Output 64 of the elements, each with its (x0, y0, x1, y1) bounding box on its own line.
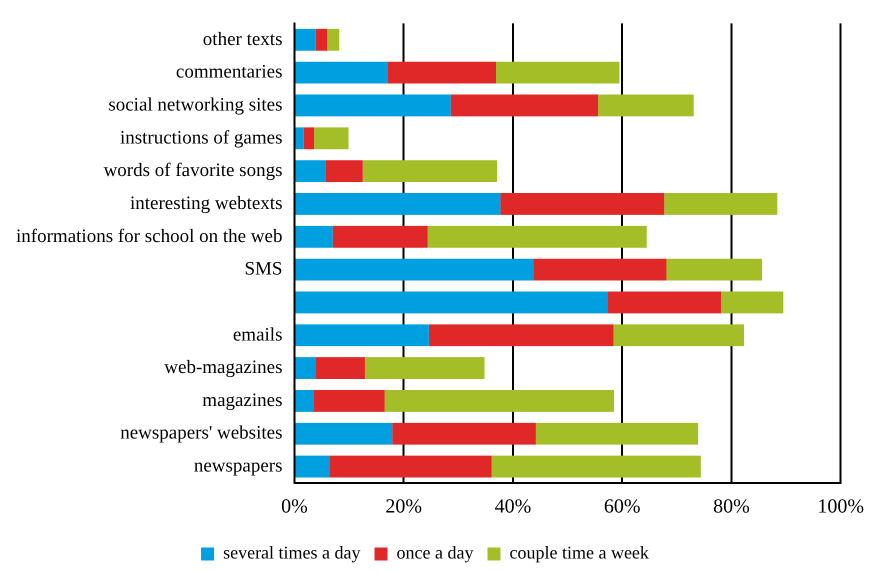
bar (384, 390, 614, 412)
y-tick-label: words of favorite songs (104, 160, 282, 182)
bar (492, 456, 701, 478)
bar (332, 226, 428, 248)
y-tick-label: other texts (202, 28, 282, 50)
bar (295, 258, 534, 281)
bar (295, 324, 429, 346)
bar (314, 390, 385, 412)
y-tick-label: newspapers' websites (120, 422, 282, 444)
bar (496, 62, 620, 84)
bar (326, 160, 363, 182)
bar (450, 94, 598, 116)
bar (295, 456, 330, 478)
bar (533, 258, 666, 281)
bar (295, 193, 500, 215)
bar (387, 62, 496, 84)
bar (327, 28, 340, 51)
bar (295, 390, 314, 412)
x-tick-label: 60% (604, 495, 641, 518)
y-tick-label: commentaries (176, 62, 282, 83)
bar (364, 357, 485, 380)
bar (666, 258, 762, 281)
y-tick-label: social networking sites (108, 94, 282, 116)
bar (608, 292, 722, 314)
legend-label: once a day (396, 542, 474, 563)
bar (721, 292, 784, 314)
legend-label: couple time a week (509, 542, 649, 563)
bar (598, 94, 694, 116)
y-tick-label: informations for school on the web (16, 226, 282, 247)
x-tick-label: 0% (281, 495, 308, 518)
x-tick-label: 100% (817, 495, 864, 518)
bar (295, 127, 304, 150)
bar (295, 422, 392, 445)
bar (295, 62, 388, 84)
y-tick-label: newspapers (194, 456, 282, 477)
bar (295, 160, 326, 182)
bar (664, 193, 778, 215)
bar (316, 28, 328, 51)
bar (362, 160, 498, 182)
x-tick-label: 20% (385, 495, 422, 518)
x-tick-label: 40% (494, 495, 532, 518)
bar (315, 357, 365, 380)
bar (295, 94, 451, 116)
bar (500, 193, 664, 215)
y-tick-label: instructions of games (120, 127, 282, 148)
y-tick-label: magazines (202, 390, 282, 411)
x-tick-label: 80% (713, 495, 750, 518)
bar (613, 324, 744, 346)
legend-label: several times a day (223, 542, 361, 563)
bar (295, 226, 333, 248)
bar (295, 357, 316, 380)
bar (295, 292, 608, 314)
bar (314, 127, 349, 150)
bar (536, 422, 698, 445)
y-tick-label: emails (232, 324, 282, 346)
bar (392, 422, 536, 445)
bar (304, 127, 314, 150)
y-tick-label: interesting webtexts (130, 192, 282, 214)
bar (329, 456, 492, 478)
bar (295, 28, 316, 51)
y-tick-label: web-magazines (164, 357, 282, 378)
bar (428, 324, 614, 346)
y-tick-label: SMS (244, 258, 282, 280)
bar (428, 226, 647, 248)
